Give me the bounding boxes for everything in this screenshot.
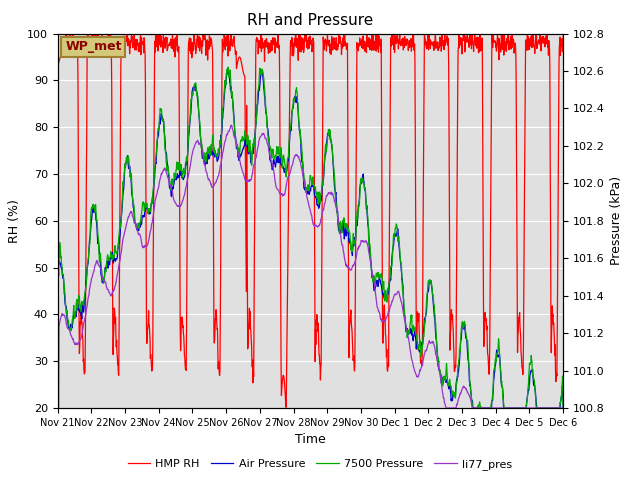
Air Pressure	[54, 405, 61, 411]
Air Pressure	[166, 186, 174, 192]
Air Pressure	[389, 246, 397, 252]
Air Pressure	[559, 405, 567, 411]
7500 Pressure	[389, 247, 397, 253]
7500 Pressure	[559, 405, 567, 411]
Line: li77_pres: li77_pres	[58, 125, 563, 408]
HMP RH	[500, 52, 508, 58]
HMP RH	[62, 31, 70, 36]
Line: HMP RH: HMP RH	[58, 34, 563, 408]
HMP RH	[282, 405, 290, 410]
Y-axis label: RH (%): RH (%)	[8, 199, 21, 243]
HMP RH	[559, 33, 567, 39]
li77_pres	[154, 187, 161, 192]
Line: 7500 Pressure: 7500 Pressure	[58, 67, 563, 408]
HMP RH	[54, 63, 61, 69]
HMP RH	[389, 39, 397, 45]
7500 Pressure	[166, 179, 174, 185]
li77_pres	[54, 405, 61, 411]
Air Pressure	[154, 135, 161, 141]
li77_pres	[455, 395, 463, 401]
Air Pressure	[223, 72, 230, 78]
HMP RH	[223, 43, 231, 49]
Legend: HMP RH, Air Pressure, 7500 Pressure, li77_pres: HMP RH, Air Pressure, 7500 Pressure, li7…	[124, 455, 516, 474]
Line: Air Pressure: Air Pressure	[58, 70, 563, 408]
li77_pres	[500, 405, 508, 411]
li77_pres	[559, 405, 567, 411]
7500 Pressure	[455, 357, 463, 363]
7500 Pressure	[154, 130, 161, 136]
li77_pres	[223, 132, 230, 138]
li77_pres	[227, 122, 235, 128]
HMP RH	[154, 48, 162, 54]
7500 Pressure	[54, 405, 61, 411]
Text: WP_met: WP_met	[65, 40, 122, 53]
Air Pressure	[455, 364, 463, 370]
HMP RH	[166, 42, 174, 48]
7500 Pressure	[223, 71, 230, 76]
li77_pres	[166, 181, 174, 187]
li77_pres	[389, 297, 397, 303]
Y-axis label: Pressure (kPa): Pressure (kPa)	[611, 176, 623, 265]
Air Pressure	[224, 67, 232, 73]
7500 Pressure	[500, 399, 508, 405]
7500 Pressure	[224, 64, 232, 70]
HMP RH	[455, 45, 463, 51]
X-axis label: Time: Time	[295, 433, 326, 446]
Air Pressure	[500, 403, 508, 408]
Title: RH and Pressure: RH and Pressure	[247, 13, 374, 28]
